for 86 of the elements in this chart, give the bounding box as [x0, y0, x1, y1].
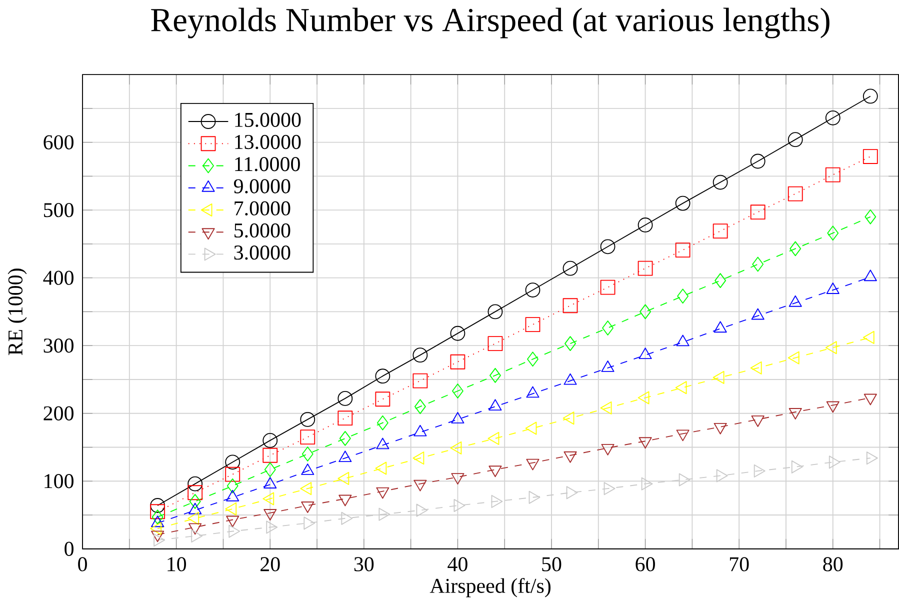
point: [150, 498, 166, 513]
point: [638, 218, 653, 232]
point: [225, 454, 240, 470]
point: [152, 510, 164, 525]
point: [525, 282, 540, 298]
legend-label: 5.0000: [234, 223, 290, 238]
point: [300, 412, 316, 427]
legend-label: 9.0000: [234, 179, 290, 194]
point: [790, 241, 802, 256]
point: [827, 226, 839, 241]
point: [450, 326, 466, 341]
x-tick-label: 0: [78, 557, 87, 572]
point: [788, 186, 803, 202]
point: [189, 494, 201, 509]
y-tick-label: 600: [44, 135, 74, 150]
point: [490, 368, 501, 383]
point: [675, 196, 690, 211]
legend-label: 7.0000: [234, 201, 290, 216]
x-tick-label: 30: [354, 557, 374, 572]
point: [188, 476, 203, 492]
point: [376, 415, 388, 430]
x-tick-label: 50: [542, 557, 562, 572]
y-tick-label: 300: [44, 338, 74, 353]
point: [862, 88, 878, 104]
x-tick-label: 70: [730, 557, 749, 572]
y-axis-title: RE (1000): [8, 268, 27, 356]
point: [302, 446, 314, 462]
point: [339, 430, 351, 446]
point: [562, 260, 578, 276]
point: [375, 392, 390, 407]
point: [188, 485, 203, 500]
point: [862, 149, 878, 164]
point: [825, 167, 840, 182]
point: [338, 390, 353, 406]
x-tick-label: 20: [260, 557, 280, 572]
point: [562, 298, 578, 314]
point: [412, 373, 428, 388]
x-tick-label: 40: [448, 557, 468, 572]
point: [225, 466, 240, 482]
point: [640, 304, 652, 320]
point: [714, 273, 726, 288]
point: [264, 462, 276, 478]
point: [488, 336, 503, 352]
point: [527, 352, 538, 367]
point: [677, 288, 689, 304]
y-tick-label: 200: [44, 406, 74, 420]
point: [262, 433, 278, 448]
point: [564, 336, 576, 352]
x-tick-label: 10: [168, 557, 186, 572]
point: [712, 224, 728, 239]
point: [412, 348, 428, 363]
point: [788, 132, 803, 148]
y-tick-label: 100: [44, 474, 74, 488]
point: [750, 154, 766, 169]
point: [602, 320, 614, 336]
point: [300, 430, 316, 445]
point: [488, 304, 503, 320]
y-tick-label: 500: [44, 202, 74, 218]
point: [638, 260, 653, 276]
legend-label: 15.0000: [235, 112, 301, 128]
legend-label: 3.0000: [234, 245, 290, 260]
chart-title: Reynolds Number vs Airspeed (at various lengths): [151, 8, 830, 38]
point: [752, 256, 764, 272]
point: [864, 209, 876, 224]
point: [452, 384, 464, 398]
point: [525, 317, 540, 332]
x-tick-label: 80: [823, 557, 843, 572]
point: [150, 504, 166, 520]
legend-label: 11.0000: [235, 157, 300, 172]
x-tick-label: 60: [636, 557, 655, 572]
point: [600, 239, 616, 254]
x-axis-title: Airspeed (ft/s): [430, 578, 550, 598]
y-tick-label: 400: [43, 270, 74, 285]
point: [675, 242, 690, 258]
point: [262, 448, 278, 463]
point: [600, 280, 616, 295]
y-tick-label: 0: [64, 542, 74, 556]
point: [338, 410, 353, 426]
point: [375, 368, 390, 384]
point: [750, 204, 766, 220]
point: [825, 110, 840, 126]
point: [450, 354, 466, 370]
point: [226, 478, 238, 494]
legend-label: 13.0000: [235, 134, 301, 150]
point: [712, 174, 728, 190]
point: [414, 399, 426, 414]
